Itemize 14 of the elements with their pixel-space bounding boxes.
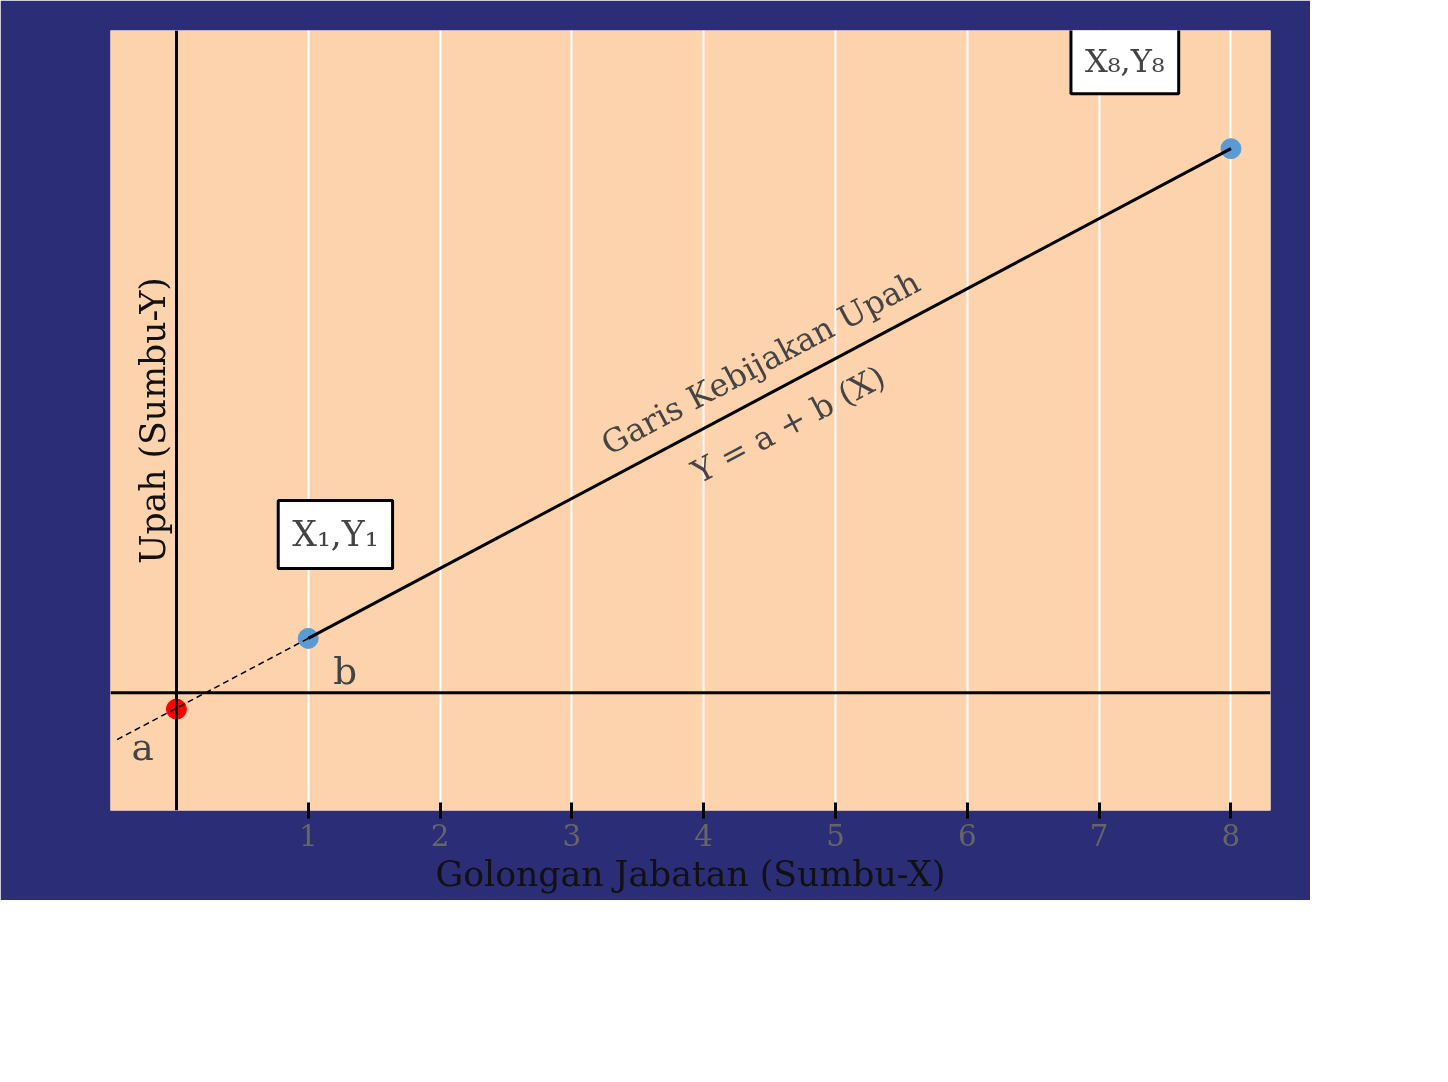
x-tick-label: 3 [562, 818, 582, 853]
x-tick-label: 5 [826, 818, 845, 853]
x-tick-label: 6 [957, 818, 977, 853]
y-axis-title: Upah (Sumbu-Y) [132, 277, 173, 564]
x-tick-label: 4 [694, 818, 714, 853]
annotation: X₈,Y₈ [1084, 41, 1165, 80]
x-tick-label: 1 [298, 818, 318, 853]
annotation: X₁,Y₁ [292, 514, 379, 555]
x-tick-label: 7 [1089, 818, 1109, 853]
x-tick-label: 8 [1221, 818, 1241, 853]
x-axis-title: Golongan Jabatan (Sumbu-X) [435, 853, 946, 894]
x-tick-label: 2 [430, 818, 450, 853]
annotation: b [333, 649, 358, 694]
annotation: a [131, 725, 154, 770]
